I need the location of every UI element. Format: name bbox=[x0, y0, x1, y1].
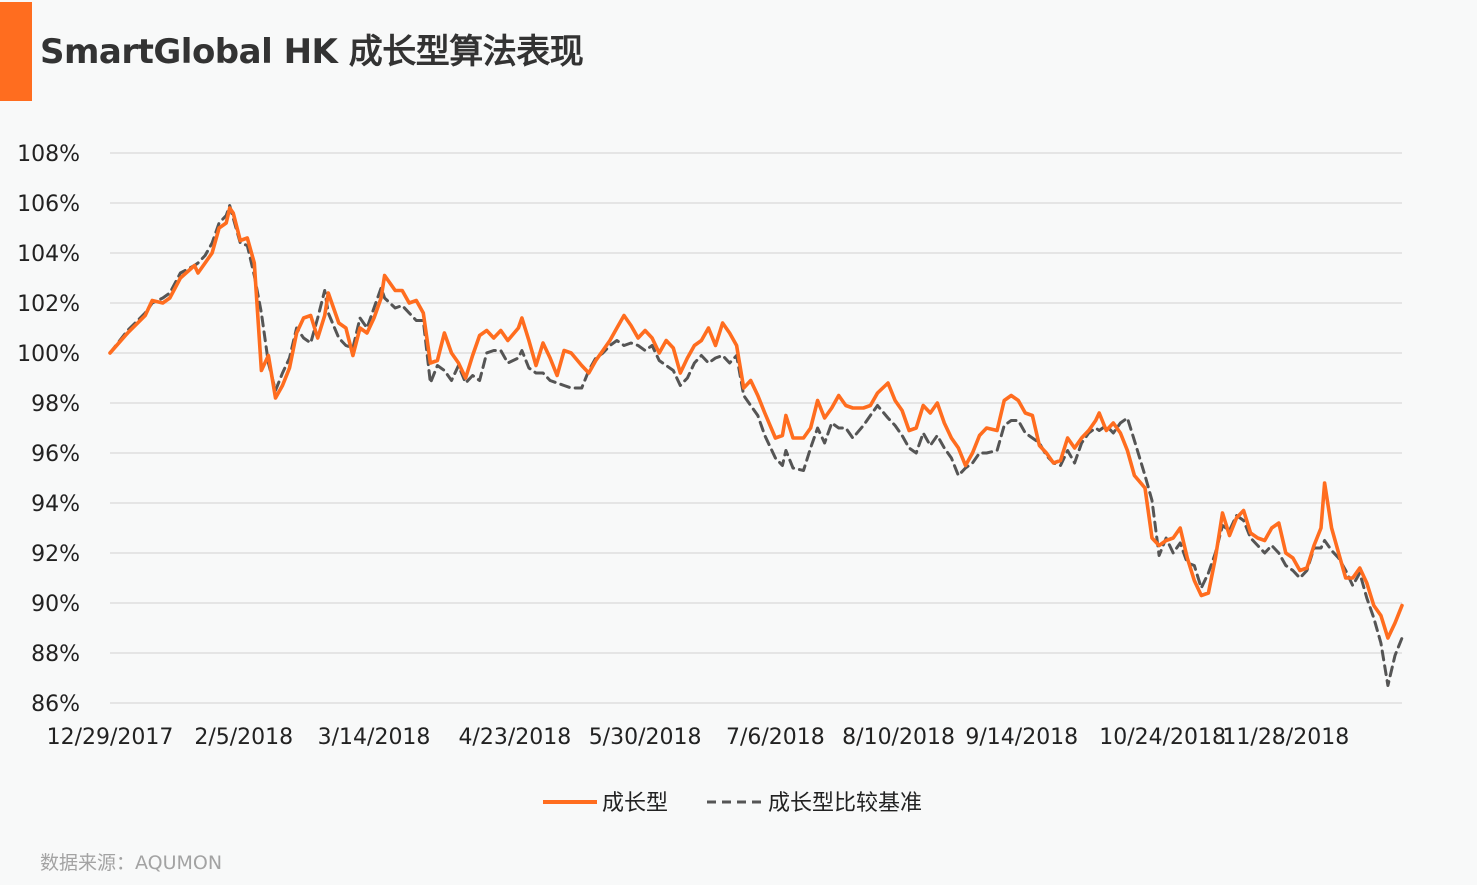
y-tick-label: 90% bbox=[31, 592, 80, 617]
x-tick-label: 4/23/2018 bbox=[458, 725, 571, 750]
x-tick-label: 12/29/2017 bbox=[47, 725, 174, 750]
chart-title: SmartGlobal HK 成长型算法表现 bbox=[40, 32, 584, 72]
legend-label: 成长型比较基准 bbox=[768, 791, 922, 816]
x-tick-label: 10/24/2018 bbox=[1099, 725, 1226, 750]
y-tick-label: 92% bbox=[31, 542, 80, 567]
x-tick-label: 2/5/2018 bbox=[194, 725, 293, 750]
y-tick-label: 106% bbox=[17, 192, 80, 217]
y-tick-label: 102% bbox=[17, 292, 80, 317]
y-tick-label: 88% bbox=[31, 642, 80, 667]
growth-series-line bbox=[108, 206, 1404, 640]
y-tick-label: 100% bbox=[17, 342, 80, 367]
x-tick-label: 9/14/2018 bbox=[965, 725, 1078, 750]
gridlines bbox=[110, 152, 1402, 704]
y-tick-label: 96% bbox=[31, 442, 80, 467]
benchmark-series-line bbox=[108, 204, 1404, 687]
x-tick-label: 5/30/2018 bbox=[589, 725, 702, 750]
legend: 成长型 成长型比较基准 bbox=[543, 791, 922, 816]
title-accent-bar bbox=[0, 2, 32, 101]
x-tick-label: 3/14/2018 bbox=[318, 725, 431, 750]
y-tick-label: 94% bbox=[31, 492, 80, 517]
y-tick-label: 86% bbox=[31, 692, 80, 717]
source-note: 数据来源：AQUMON bbox=[40, 852, 223, 874]
x-tick-label: 11/28/2018 bbox=[1222, 725, 1349, 750]
legend-label: 成长型 bbox=[602, 791, 668, 816]
x-tick-label: 7/6/2018 bbox=[726, 725, 825, 750]
y-tick-label: 104% bbox=[17, 242, 80, 267]
x-tick-label: 8/10/2018 bbox=[842, 725, 955, 750]
y-tick-label: 108% bbox=[17, 142, 80, 167]
x-axis-ticks: 12/29/2017 2/5/2018 3/14/2018 4/23/2018 5/30… bbox=[47, 725, 1350, 750]
y-axis-ticks: 108% 106% 104% 102% 100% 98% 96% 94% 92% 90% 88% 86… bbox=[17, 142, 80, 717]
series-lines bbox=[108, 204, 1404, 687]
y-tick-label: 98% bbox=[31, 392, 80, 417]
